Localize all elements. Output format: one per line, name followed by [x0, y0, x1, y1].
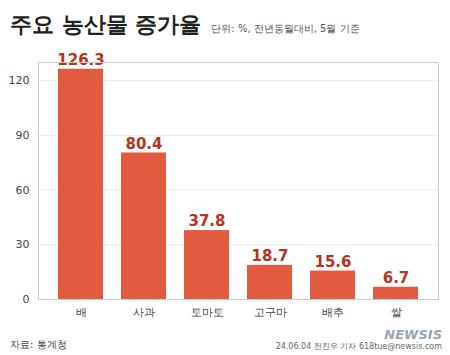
svg-text:15.6: 15.6	[314, 253, 351, 271]
html-text:NEWSIS: NEWSIS	[384, 327, 442, 343]
svg-text:사과: 사과	[133, 306, 155, 319]
svg-text:0: 0	[23, 293, 30, 306]
svg-text:배추: 배추	[322, 306, 344, 319]
svg-text:쌀: 쌀	[391, 306, 402, 319]
svg-text:126.3: 126.3	[57, 51, 104, 69]
html-text:24.06.04 전진우 기자 618tue@newsis.: 24.06.04 전진우 기자 618tue@newsis.com	[275, 342, 442, 352]
html-text:단위: %, 전년동월대비, 5월 기준: 단위: %, 전년동월대비, 5월 기준	[211, 23, 360, 34]
svg-text:37.8: 37.8	[188, 212, 225, 230]
svg-text:60: 60	[16, 184, 30, 197]
svg-text:90: 90	[16, 129, 30, 142]
svg-text:6.7: 6.7	[383, 269, 410, 287]
svg-text:120: 120	[9, 74, 30, 87]
svg-text:18.7: 18.7	[251, 247, 288, 265]
svg-text:80.4: 80.4	[125, 135, 162, 153]
svg-text:고구마: 고구마	[254, 306, 287, 319]
html-text:주요 농산물 증가율: 주요 농산물 증가율	[10, 12, 202, 37]
svg-text:배: 배	[76, 306, 87, 319]
svg-text:30: 30	[16, 238, 30, 251]
svg-text:토마토: 토마토	[191, 306, 224, 319]
html-text:자료: 통계청: 자료: 통계청	[10, 339, 67, 350]
